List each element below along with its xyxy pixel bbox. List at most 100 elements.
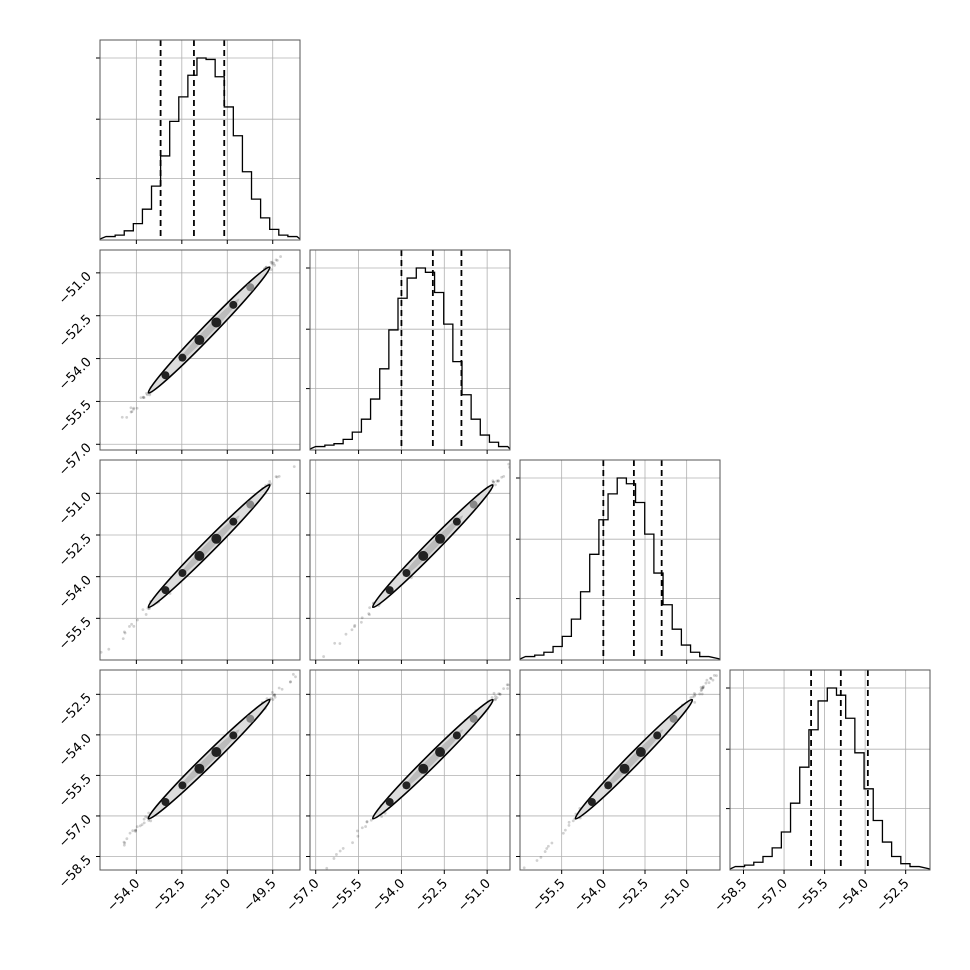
panel-frame (309, 459, 511, 661)
scatter-point (351, 841, 354, 845)
scatter-point (141, 396, 145, 399)
panel-background (730, 670, 930, 870)
scatter-point (360, 616, 364, 620)
scatter-point (280, 687, 284, 691)
histogram-step-line (729, 687, 931, 870)
scatter-point (325, 866, 329, 870)
density-peak (178, 569, 187, 577)
density-peak (385, 798, 394, 806)
scatter-point (270, 691, 274, 694)
scatter-point (535, 859, 539, 862)
scatter-point (502, 474, 506, 478)
scatter-point (134, 828, 138, 832)
scatter-point (269, 268, 273, 272)
scatter-point (149, 819, 153, 823)
scatter-point (369, 818, 373, 822)
density-peak (161, 371, 170, 380)
scatter-point (715, 674, 718, 678)
scatter-point (704, 681, 708, 685)
scatter-point (130, 410, 134, 414)
scatter-point (122, 840, 126, 844)
scatter-point (144, 613, 148, 616)
scatter-point (506, 683, 510, 687)
scatter-point (353, 625, 356, 629)
scatter-point (275, 475, 279, 479)
scatter-point (699, 686, 703, 689)
scatter-point (141, 608, 145, 612)
scatter-point (274, 258, 278, 262)
scatter-point (148, 393, 152, 397)
density-peak (194, 550, 205, 561)
scatter-point (502, 687, 506, 691)
scatter-point (496, 479, 500, 483)
density-peak (435, 747, 446, 758)
scatter-point (561, 831, 565, 835)
scatter-point (495, 479, 499, 483)
scatter-point (142, 396, 146, 400)
scatter-point (272, 693, 276, 697)
panel-frame (729, 669, 931, 871)
scatter-point (709, 676, 713, 680)
scatter-point (268, 479, 272, 483)
scatter-point (492, 480, 496, 484)
panel-frame (99, 39, 301, 241)
panel-frame (309, 669, 511, 871)
scatter-point (380, 815, 384, 818)
scatter-point (692, 691, 696, 695)
scatter-point (135, 406, 139, 410)
scatter-panel-3-1: −57.0 −55.5 −54.0 −52.5 −51.0 (284, 669, 511, 915)
scatter-point (350, 628, 354, 632)
histogram-step-line (309, 267, 511, 450)
histogram-step-line (99, 57, 301, 240)
scatter-point (494, 483, 497, 487)
scatter-content (100, 465, 296, 654)
scatter-point (689, 696, 693, 700)
density-peak (402, 569, 411, 577)
scatter-point (495, 696, 499, 700)
scatter-point (134, 828, 137, 832)
scatter-point (128, 625, 131, 628)
density-peak (246, 283, 255, 292)
scatter-panel-2-1 (306, 459, 511, 664)
scatter-point (292, 465, 296, 468)
scatter-point (550, 841, 554, 845)
scatter-point (145, 393, 149, 397)
scatter-point (129, 410, 133, 414)
scatter-point (359, 620, 363, 624)
scatter-point (563, 828, 567, 832)
scatter-point (497, 692, 501, 696)
scatter-point (693, 700, 697, 704)
scatter-panel-2-0: −51.0−52.5−54.0−55.5 (56, 459, 301, 664)
density-peak (418, 763, 429, 774)
panel-background (100, 250, 300, 450)
scatter-point (273, 695, 277, 699)
density-peak (194, 335, 205, 346)
scatter-point (492, 691, 496, 695)
scatter-point (360, 826, 364, 830)
density-peak (161, 586, 170, 595)
panel-background (310, 460, 510, 660)
scatter-point (138, 824, 142, 828)
scatter-point (288, 680, 292, 684)
scatter-point (147, 811, 151, 815)
scatter-point (365, 820, 369, 823)
density-peak (229, 731, 238, 740)
histogram-step-line (519, 477, 721, 660)
density-peak (229, 517, 238, 526)
panel-frame (519, 459, 721, 661)
histogram-panel-2 (516, 459, 721, 664)
histogram-panel-1 (306, 249, 511, 454)
scatter-point (543, 850, 547, 853)
scatter-point (498, 692, 502, 696)
scatter-point (269, 260, 273, 264)
scatter-point (491, 480, 495, 484)
scatter-point (507, 462, 510, 466)
scatter-point (272, 261, 276, 265)
scatter-point (144, 815, 148, 819)
scatter-point (271, 698, 275, 702)
panel-background (520, 460, 720, 660)
panel-frame (309, 249, 511, 451)
density-peak (178, 781, 187, 790)
scatter-point (123, 841, 127, 845)
density-peak (435, 533, 446, 544)
